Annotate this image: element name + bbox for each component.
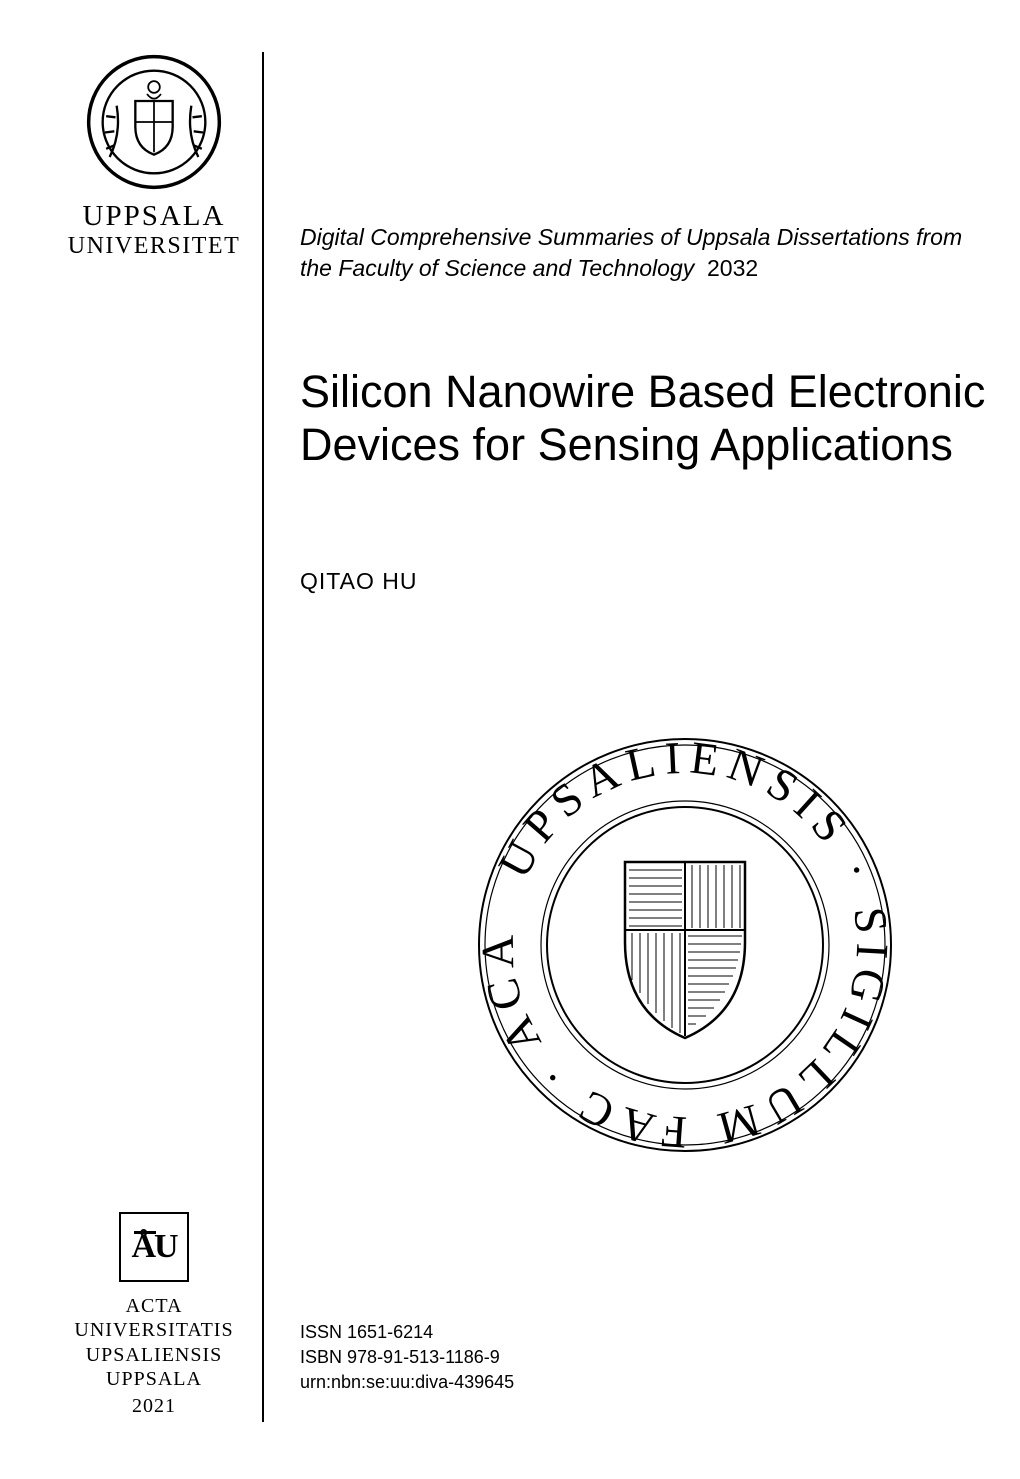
dissertation-cover-page: UPPSALA UNIVERSITET ÅU ACTA UNIVERSITATI… (0, 0, 1020, 1479)
acta-line: ACTA (66, 1294, 242, 1318)
seal-shield-icon (625, 862, 745, 1038)
dissertation-title: Silicon Nanowire Based Electronic Device… (300, 365, 1000, 471)
acta-line: UNIVERSITATIS (66, 1318, 242, 1342)
acta-mark-text: ÅU (131, 1228, 176, 1266)
acta-line: UPSALIENSIS (66, 1343, 242, 1367)
issn-line: ISSN 1651-6214 (300, 1320, 514, 1345)
acta-text-lines: ACTA UNIVERSITATIS UPSALIENSIS UPPSALA 2… (66, 1294, 242, 1418)
series-title: Digital Comprehensive Summaries of Uppsa… (300, 224, 962, 281)
university-seal-icon: UPSALIENSIS · SIGILLUM FAC · ACADEMIÆ · (470, 730, 900, 1160)
series-line: Digital Comprehensive Summaries of Uppsa… (300, 222, 980, 284)
publication-info-block: ISSN 1651-6214 ISBN 978-91-513-1186-9 ur… (300, 1320, 514, 1396)
acta-line: 2021 (66, 1394, 242, 1418)
institution-logo-block: UPPSALA UNIVERSITET (66, 52, 242, 260)
urn-line: urn:nbn:se:uu:diva-439645 (300, 1370, 514, 1395)
acta-mark-icon: ÅU (119, 1212, 189, 1282)
acta-publisher-block: ÅU ACTA UNIVERSITATIS UPSALIENSIS UPPSAL… (66, 1212, 242, 1418)
author-name: QITAO HU (300, 568, 417, 595)
isbn-line: ISBN 978-91-513-1186-9 (300, 1345, 514, 1370)
institution-name-line1: UPPSALA (66, 200, 242, 233)
institution-name-line2: UNIVERSITET (66, 233, 242, 260)
series-number: 2032 (701, 255, 759, 281)
university-crest-icon (84, 52, 224, 192)
vertical-divider (262, 52, 264, 1422)
acta-line: UPPSALA (66, 1367, 242, 1391)
